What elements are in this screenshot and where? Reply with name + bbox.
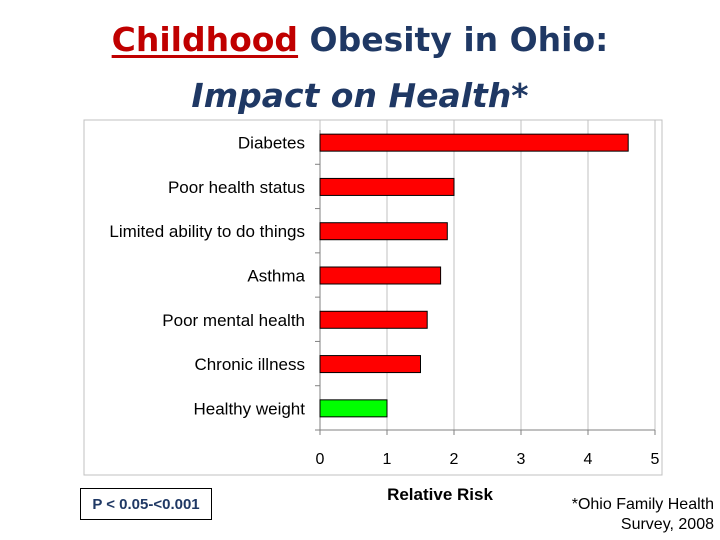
source-line-1: *Ohio Family Health [571, 496, 714, 513]
p-value-box: P < 0.05-<0.001 [80, 488, 212, 520]
bar [319, 266, 442, 285]
x-tick-label: 1 [383, 451, 392, 468]
page-title: Childhood Obesity in Ohio: [0, 20, 720, 60]
category-labels: Diabetes Poor health status Limited abilit… [109, 134, 305, 419]
x-tick-label: 3 [517, 451, 526, 468]
x-tick-label: 5 [651, 451, 660, 468]
bar [319, 399, 388, 418]
x-tick-label: 2 [450, 451, 459, 468]
title-accent: Childhood [111, 20, 299, 59]
plot-frame [83, 119, 663, 476]
category-label: Chronic illness [194, 355, 305, 374]
source-line-2: Survey, 2008 [620, 516, 714, 533]
source-footnote: *Ohio Family Health Survey, 2008 [540, 495, 714, 535]
bar [319, 133, 629, 152]
x-tick-label: 0 [316, 451, 325, 468]
title-rest: Obesity in Ohio: [298, 20, 609, 59]
category-label: Diabetes [238, 134, 305, 153]
bars [319, 133, 629, 418]
category-label: Asthma [247, 267, 305, 286]
x-axis-label: Relative Risk [387, 485, 493, 504]
x-tick-label: 4 [584, 451, 593, 468]
category-label: Healthy weight [193, 399, 305, 418]
category-label: Poor mental health [162, 311, 305, 330]
bar [319, 222, 448, 241]
bar [319, 177, 455, 196]
x-tick-labels: 0 1 2 3 4 5 [316, 451, 660, 468]
bar [319, 355, 421, 374]
page-subtitle: Impact on Health* [191, 76, 529, 115]
bar [319, 310, 428, 329]
category-label: Limited ability to do things [109, 222, 305, 241]
category-label: Poor health status [168, 178, 305, 197]
